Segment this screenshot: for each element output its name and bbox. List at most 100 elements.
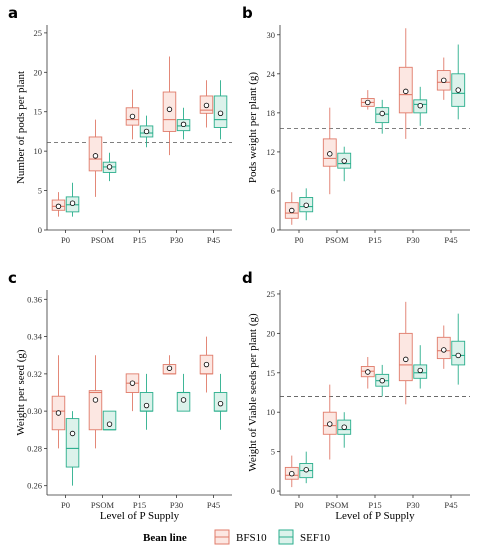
box-bfs10-p15	[125, 89, 140, 140]
box-bfs10-psom	[322, 107, 337, 195]
box-sef10-p0	[65, 182, 80, 217]
y-axis-title: Number of pods per plant	[15, 71, 27, 184]
mean-point	[365, 369, 371, 375]
x-tick-label: P30	[406, 235, 419, 245]
y-tick-label: 0	[271, 486, 275, 496]
box-sef10-p0	[299, 188, 314, 221]
box-sef10-psom	[102, 152, 117, 182]
mean-point	[441, 347, 447, 353]
y-tick-label: 15	[267, 368, 276, 378]
box-bfs10-psom	[88, 119, 103, 197]
x-tick-label: P15	[368, 235, 381, 245]
y-tick-label: 12	[267, 147, 276, 157]
mean-point	[455, 352, 461, 359]
x-tick-label: PSOM	[325, 500, 349, 510]
box-iqr	[88, 390, 103, 431]
box-bfs10-p0	[284, 192, 299, 225]
legend-title: Bean line	[143, 532, 187, 544]
mean-point	[417, 367, 423, 374]
mean-point	[203, 361, 210, 368]
mean-point	[203, 102, 210, 109]
mean-point	[106, 164, 113, 170]
x-tick-label: P0	[295, 500, 304, 510]
y-tick-label: 18	[267, 108, 276, 118]
box-sef10-p15	[139, 115, 154, 148]
panel-d: d 0 5 10 15 20 25 P0 PSOM P15 P30 P45 Weight of Viab…	[242, 269, 470, 522]
mean-point	[327, 151, 333, 157]
box-bfs10-p45	[199, 80, 214, 128]
box-sef10-p30	[413, 345, 428, 389]
y-tick-label: 0.32	[27, 369, 42, 379]
box-bfs10-psom	[88, 355, 103, 449]
panel-letter: c	[8, 269, 17, 287]
y-tick-label: 0.36	[27, 294, 42, 304]
x-axis-title: Level of P Supply	[100, 510, 180, 522]
box-bfs10-p15	[360, 357, 375, 389]
mean-point	[441, 77, 447, 84]
legend: Bean line BFS10 SEF10	[143, 529, 330, 545]
box-bfs10-p45	[436, 325, 451, 369]
y-tick-label: 15	[34, 107, 43, 117]
box-sef10-p45	[213, 80, 228, 140]
box-sef10-p45	[213, 373, 228, 430]
mean-point	[289, 207, 295, 214]
x-tick-label: P30	[170, 500, 183, 510]
mean-point	[55, 410, 62, 416]
mean-point	[180, 121, 187, 128]
y-tick-label: 5	[38, 186, 42, 196]
y-axis-title: Pods weight per plant (g)	[247, 72, 259, 184]
box-bfs10-p0	[51, 355, 66, 449]
mean-point	[217, 400, 224, 407]
box-sef10-p45	[451, 44, 466, 120]
box-sef10-psom	[102, 410, 117, 431]
y-tick-label: 10	[267, 407, 276, 417]
mean-point	[180, 397, 187, 403]
y-tick-label: 0	[38, 225, 42, 235]
box-bfs10-p45	[199, 336, 214, 393]
box-sef10-p30	[413, 86, 428, 126]
mean-point	[417, 102, 423, 109]
x-tick-label: P0	[61, 235, 70, 245]
mean-point	[403, 356, 409, 363]
x-tick-label: PSOM	[91, 500, 115, 510]
box-sef10-psom	[337, 146, 352, 182]
box-sef10-p0	[299, 451, 314, 484]
box-bfs10-p15	[125, 373, 140, 412]
mean-point	[289, 471, 295, 477]
y-tick-label: 30	[267, 30, 276, 40]
mean-point	[403, 88, 409, 95]
box-sef10-p15	[375, 364, 390, 397]
box-bfs10-p0	[284, 455, 299, 488]
box-sef10-p15	[375, 99, 390, 134]
legend-label-sef10: SEF10	[300, 532, 330, 544]
box-bfs10-p30	[162, 355, 177, 375]
legend-label-bfs10: BFS10	[236, 532, 267, 544]
panel-letter: a	[8, 4, 18, 22]
y-tick-label: 0.30	[27, 406, 42, 416]
box-sef10-p45	[451, 313, 466, 385]
x-tick-label: P15	[133, 500, 146, 510]
mean-point	[129, 113, 136, 120]
box-bfs10-p15	[360, 90, 375, 110]
x-axis-title: Level of P Supply	[335, 510, 415, 522]
mean-point	[166, 365, 173, 371]
x-tick-label: P30	[170, 235, 183, 245]
mean-point	[303, 202, 309, 208]
y-tick-label: 0.28	[27, 443, 42, 453]
y-tick-label: 20	[34, 67, 43, 77]
mean-point	[129, 380, 136, 386]
panel-letter: b	[242, 4, 253, 22]
y-axis-title: Weight of Viable seeds per plant (g)	[247, 313, 259, 472]
x-tick-label: P0	[61, 500, 70, 510]
panels: a 0 5 10 15 20 25 P0 PSOM P15 P30 P45 Number of pods…	[8, 4, 470, 522]
y-axis-title: Weight per seed (g)	[15, 349, 27, 436]
box-sef10-p30	[176, 373, 191, 412]
box-bfs10-p30	[398, 301, 413, 405]
mean-point	[327, 421, 333, 427]
mean-point	[379, 377, 385, 384]
box-iqr	[65, 418, 80, 468]
y-tick-label: 25	[267, 289, 276, 299]
mean-point	[303, 467, 309, 473]
box-sef10-p0	[65, 411, 80, 486]
